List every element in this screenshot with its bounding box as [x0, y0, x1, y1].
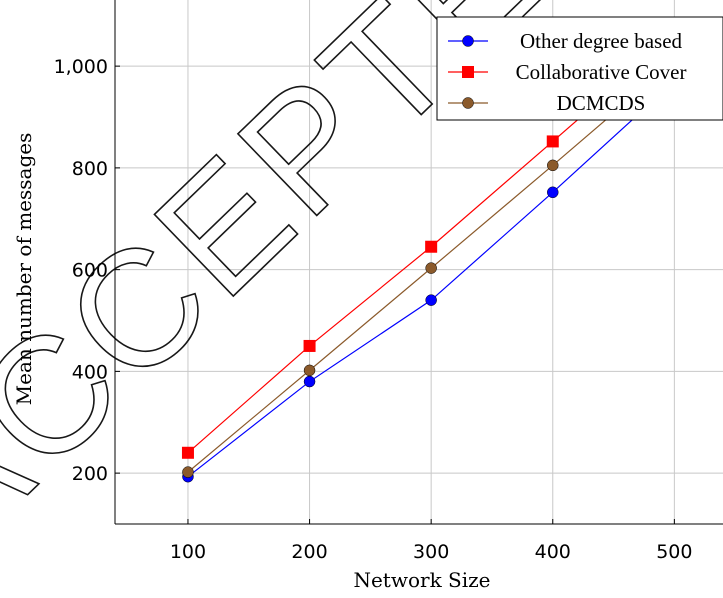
legend-label: Collaborative Cover: [516, 60, 687, 84]
legend-label: Other degree based: [520, 29, 683, 53]
data-point: [303, 339, 316, 352]
x-tick-label: 400: [535, 541, 571, 563]
y-tick-label: 400: [72, 361, 108, 383]
legend: Other degree based Collaborative Cover DCM…: [436, 16, 723, 121]
x-tick-label: 100: [170, 541, 206, 563]
legend-marker: [462, 66, 474, 78]
data-point: [546, 135, 559, 148]
data-point: [425, 294, 437, 306]
data-point: [547, 186, 559, 199]
ticks: 100 200 300 400 500 200 400 600 800 1,000: [54, 56, 693, 563]
data-point: [303, 375, 316, 388]
data-point: [303, 364, 316, 377]
data-point: [182, 466, 194, 478]
x-tick-label: 500: [656, 541, 692, 563]
legend-item: DCMCDS: [448, 91, 645, 115]
x-tick-label: 200: [291, 541, 327, 563]
axes: [114, 0, 723, 525]
y-tick-label: 1,000: [54, 56, 108, 78]
y-tick-label: 800: [72, 158, 108, 180]
legend-item: Other degree based: [448, 29, 683, 53]
x-tick-label: 300: [413, 541, 449, 563]
y-axis-title: Mean number of messages: [12, 133, 36, 406]
x-axis-title: Network Size: [353, 568, 490, 592]
legend-item: Collaborative Cover: [448, 60, 686, 84]
legend-marker: [462, 35, 474, 47]
data-point: [425, 262, 437, 274]
legend-marker: [462, 97, 474, 109]
y-tick-label: 200: [72, 463, 108, 485]
data-point: [547, 159, 559, 172]
legend-label: DCMCDS: [557, 91, 646, 115]
data-point: [425, 240, 438, 253]
data-point: [181, 446, 194, 459]
y-tick-label: 600: [72, 260, 108, 282]
